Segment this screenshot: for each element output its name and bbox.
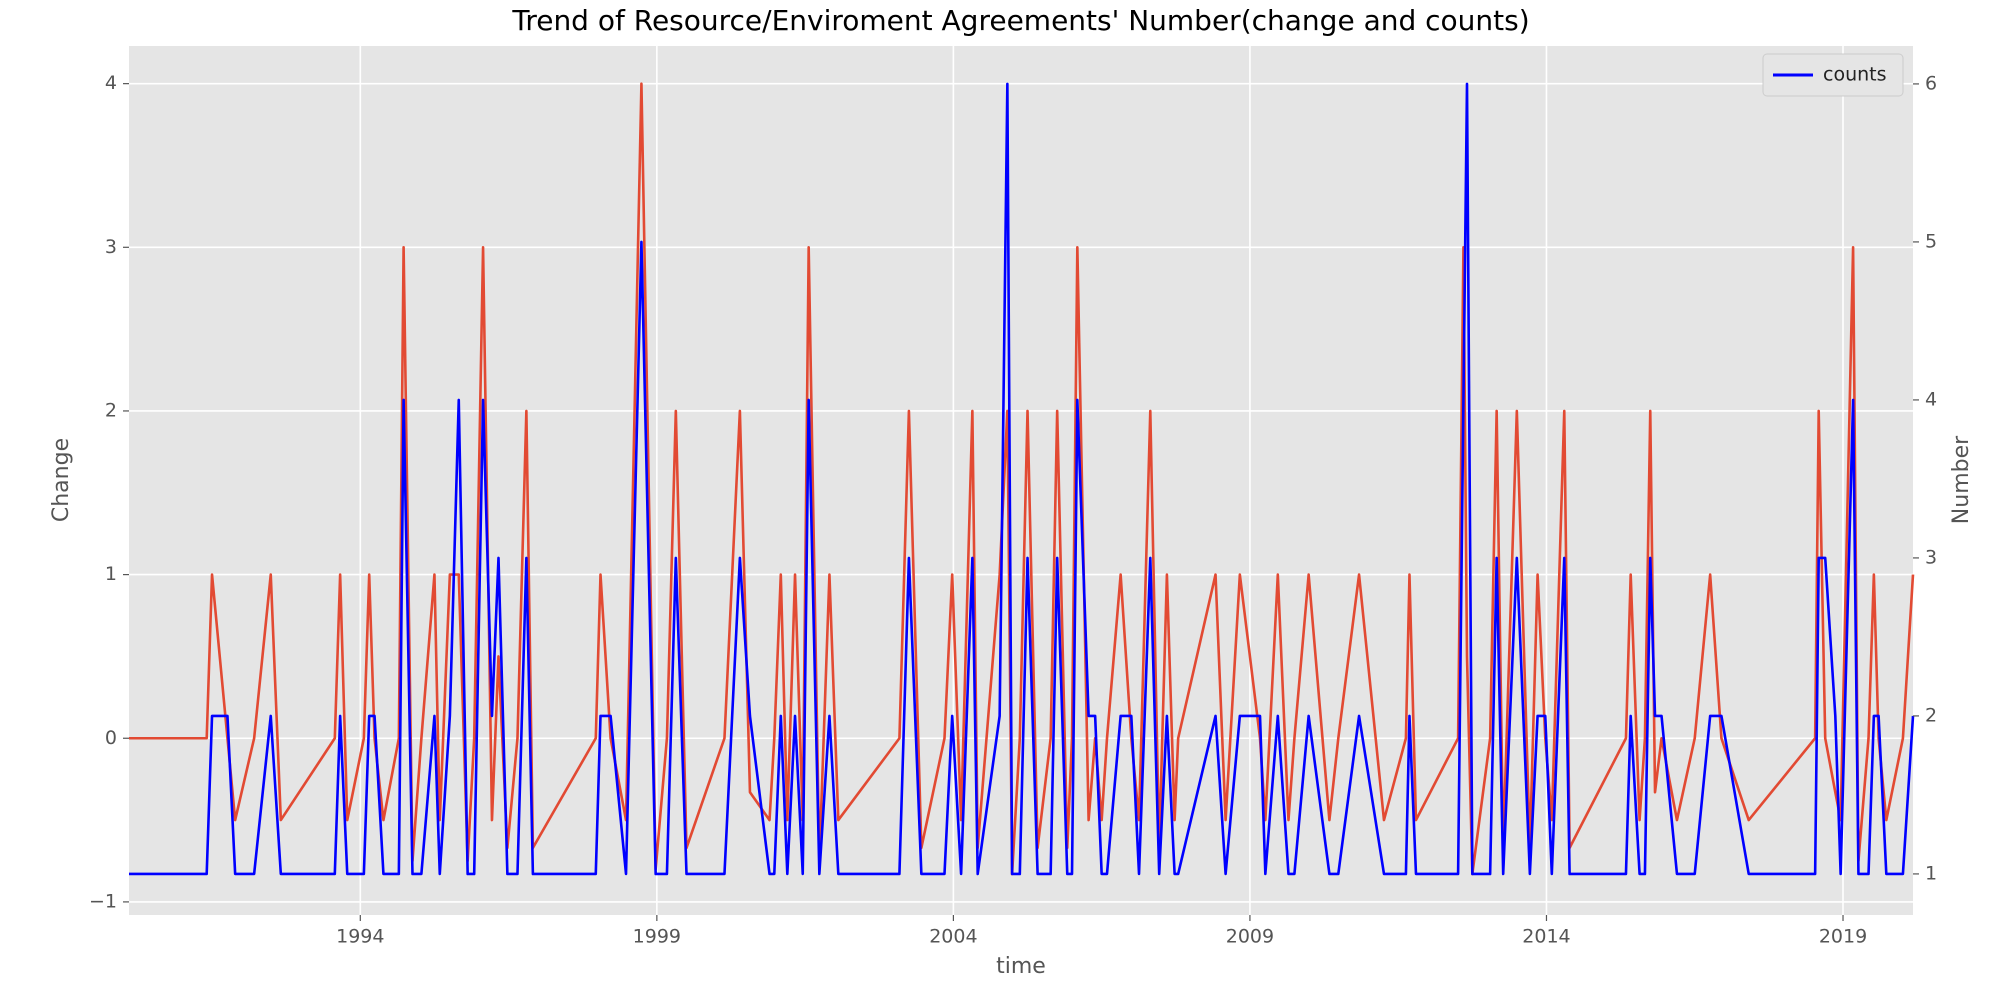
y2-tick-label: 3 bbox=[1925, 546, 1937, 568]
y2-tick-label: 4 bbox=[1925, 388, 1937, 410]
plot-area bbox=[129, 46, 1913, 915]
y-tick-label: 3 bbox=[105, 236, 117, 258]
x-tick-label: 2009 bbox=[1226, 926, 1274, 948]
y2-tick-label: 5 bbox=[1925, 230, 1937, 252]
y2-tick-label: 1 bbox=[1925, 862, 1937, 884]
y-axis-label: Change bbox=[49, 438, 74, 522]
y-tick-label: 4 bbox=[105, 72, 117, 94]
x-tick-label: 2004 bbox=[929, 926, 977, 948]
y-tick-label: 0 bbox=[105, 727, 117, 749]
chart-title: Trend of Resource/Enviroment Agreements'… bbox=[511, 4, 1529, 37]
x-tick-label: 1999 bbox=[633, 926, 681, 948]
y-tick-label: −1 bbox=[89, 890, 117, 912]
y2-tick-label: 2 bbox=[1925, 704, 1937, 726]
data-line bbox=[129, 82, 1915, 876]
legend-box bbox=[1762, 53, 1904, 97]
y2-tick-label: 6 bbox=[1925, 72, 1937, 94]
x-axis-label: time bbox=[996, 954, 1046, 979]
y-tick-label: 2 bbox=[105, 399, 117, 421]
y-tick-label: 1 bbox=[105, 563, 117, 585]
x-tick-label: 2019 bbox=[1819, 926, 1867, 948]
x-tick-label: 2014 bbox=[1522, 926, 1570, 948]
data-line bbox=[129, 82, 1915, 876]
y2-axis-label: Number bbox=[1949, 435, 1974, 524]
legend-label: counts bbox=[1823, 64, 1887, 86]
x-tick-label: 1994 bbox=[336, 926, 384, 948]
